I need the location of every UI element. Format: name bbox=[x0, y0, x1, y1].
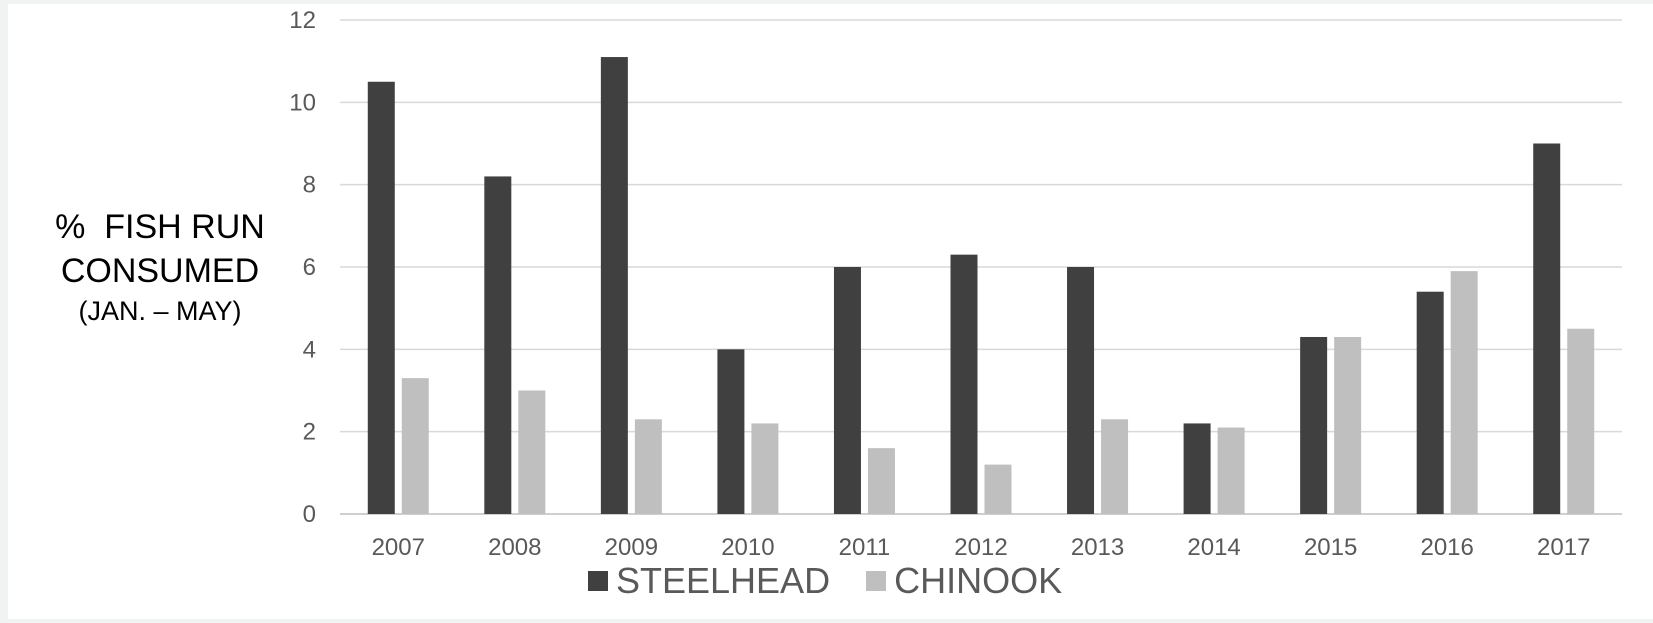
bar-chinook-2016 bbox=[1450, 271, 1478, 514]
legend-swatch-steelhead bbox=[588, 571, 608, 591]
bar-steelhead-2016 bbox=[1416, 291, 1444, 514]
bar-chinook-2017 bbox=[1567, 328, 1595, 514]
bar-chinook-2009 bbox=[634, 419, 662, 514]
bar-chinook-2012 bbox=[984, 464, 1012, 514]
x-tick-label-2015: 2015 bbox=[1304, 534, 1357, 561]
x-tick-label-2013: 2013 bbox=[1071, 534, 1124, 561]
bar-chinook-2010 bbox=[751, 423, 779, 514]
bar-steelhead-2015 bbox=[1300, 336, 1328, 514]
x-tick-label-2014: 2014 bbox=[1187, 534, 1240, 561]
bar-chinook-2011 bbox=[867, 448, 895, 514]
x-tick-label-2012: 2012 bbox=[954, 534, 1007, 561]
bar-chinook-2014 bbox=[1217, 427, 1245, 514]
y-tick-label: 4 bbox=[303, 336, 316, 363]
y-tick-label: 8 bbox=[303, 172, 316, 199]
x-tick-label-2011: 2011 bbox=[839, 534, 891, 561]
y-tick-label: 6 bbox=[303, 254, 316, 281]
x-tick-label-2016: 2016 bbox=[1420, 534, 1473, 561]
legend-label-chinook: CHINOOK bbox=[894, 560, 1063, 601]
bar-steelhead-2008 bbox=[484, 176, 512, 514]
bar-steelhead-2017 bbox=[1533, 143, 1561, 514]
bars bbox=[367, 57, 1595, 515]
x-tick-label-2007: 2007 bbox=[372, 534, 425, 561]
bar-steelhead-2012 bbox=[950, 254, 978, 514]
y-tick-label: 2 bbox=[303, 419, 316, 446]
bar-chinook-2013 bbox=[1101, 419, 1129, 514]
gridlines bbox=[340, 19, 1622, 515]
bar-steelhead-2009 bbox=[600, 57, 628, 515]
legend-swatch-chinook bbox=[866, 571, 887, 591]
y-axis-label-line-3: (JAN. – MAY) bbox=[78, 296, 242, 326]
bar-chinook-2007 bbox=[401, 378, 429, 514]
legend-item-chinook: CHINOOK bbox=[866, 560, 1062, 602]
y-axis-label-line-1: % FISH RUN bbox=[55, 208, 265, 246]
bar-chinook-2008 bbox=[518, 390, 546, 514]
bar-steelhead-2011 bbox=[833, 267, 861, 514]
legend-item-steelhead: STEELHEAD bbox=[588, 560, 830, 602]
bar-steelhead-2013 bbox=[1067, 267, 1095, 514]
bar-steelhead-2007 bbox=[367, 81, 395, 514]
x-tick-label-2009: 2009 bbox=[605, 534, 658, 561]
x-tick-label-2010: 2010 bbox=[721, 534, 774, 561]
x-tick-label-2008: 2008 bbox=[488, 534, 541, 561]
bar-chinook-2015 bbox=[1334, 336, 1362, 514]
y-axis-ticks: 0 2 4 6 8 10 12 bbox=[289, 7, 316, 528]
legend-label-steelhead: STEELHEAD bbox=[616, 560, 831, 601]
chart-card bbox=[8, 4, 1653, 619]
y-tick-label: 10 bbox=[289, 89, 316, 116]
x-tick-label-2017: 2017 bbox=[1537, 534, 1590, 561]
y-axis-label-line-2: CONSUMED bbox=[60, 252, 260, 290]
y-tick-label: 12 bbox=[289, 7, 316, 34]
y-axis-label: % FISH RUN CONSUMED (JAN. – MAY) bbox=[30, 205, 290, 329]
legend: STEELHEAD CHINOOK bbox=[588, 558, 1098, 604]
y-tick-label: 0 bbox=[303, 501, 316, 528]
bar-steelhead-2010 bbox=[717, 349, 745, 514]
bar-steelhead-2014 bbox=[1183, 423, 1211, 514]
x-axis-ticks: 2007 2008 2009 2010 2011 2012 2013 2014 2015 2016… bbox=[372, 534, 1591, 561]
